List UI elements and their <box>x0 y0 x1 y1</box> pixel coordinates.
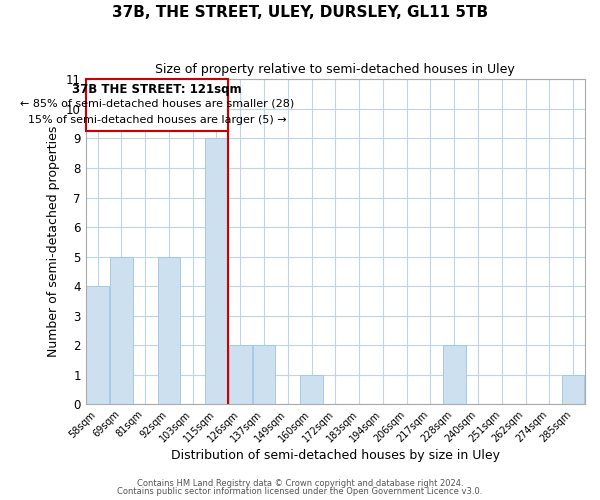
Text: Contains HM Land Registry data © Crown copyright and database right 2024.: Contains HM Land Registry data © Crown c… <box>137 478 463 488</box>
X-axis label: Distribution of semi-detached houses by size in Uley: Distribution of semi-detached houses by … <box>171 450 500 462</box>
Bar <box>443 345 466 404</box>
Text: ← 85% of semi-detached houses are smaller (28): ← 85% of semi-detached houses are smalle… <box>20 98 294 108</box>
Bar <box>300 374 323 404</box>
FancyBboxPatch shape <box>86 80 229 131</box>
Bar <box>253 345 275 404</box>
Text: 15% of semi-detached houses are larger (5) →: 15% of semi-detached houses are larger (… <box>28 115 286 125</box>
Title: Size of property relative to semi-detached houses in Uley: Size of property relative to semi-detach… <box>155 62 515 76</box>
Text: Contains public sector information licensed under the Open Government Licence v3: Contains public sector information licen… <box>118 487 482 496</box>
Y-axis label: Number of semi-detached properties: Number of semi-detached properties <box>47 126 60 358</box>
Bar <box>205 138 228 404</box>
Bar <box>110 256 133 404</box>
Text: 37B THE STREET: 121sqm: 37B THE STREET: 121sqm <box>72 84 242 96</box>
Bar <box>229 345 251 404</box>
Bar <box>86 286 109 404</box>
Text: 37B, THE STREET, ULEY, DURSLEY, GL11 5TB: 37B, THE STREET, ULEY, DURSLEY, GL11 5TB <box>112 5 488 20</box>
Bar <box>562 374 584 404</box>
Bar <box>158 256 180 404</box>
